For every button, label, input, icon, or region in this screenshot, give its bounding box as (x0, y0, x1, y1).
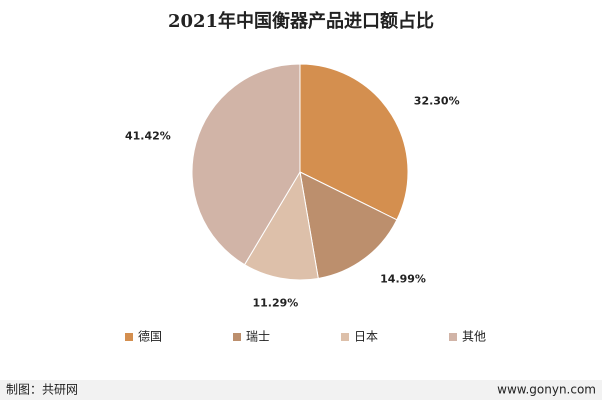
value-label: 32.30% (414, 94, 460, 107)
value-label: 11.29% (253, 297, 299, 310)
legend-label: 日本 (354, 330, 378, 344)
pie-slice (299, 171, 398, 280)
legend-label: 其他 (462, 330, 486, 344)
footer-source: 制图：共研网 (6, 383, 78, 397)
chart-title: 2021年中国衡器产品进口额占比 (168, 10, 434, 32)
value-label: 14.99% (380, 272, 426, 285)
value-label: 41.42% (125, 129, 171, 142)
pie-slice (299, 63, 409, 221)
legend-label: 德国 (138, 329, 162, 344)
pie-slice (191, 63, 301, 266)
legend-swatch (449, 333, 457, 341)
legend-swatch (125, 333, 133, 341)
legend-swatch (341, 333, 349, 341)
footer-bar (0, 380, 602, 400)
pie-slice (243, 170, 319, 281)
footer-website: www.gonyn.com (497, 383, 596, 397)
legend-label: 瑞士 (246, 330, 270, 344)
legend-swatch (233, 333, 241, 341)
